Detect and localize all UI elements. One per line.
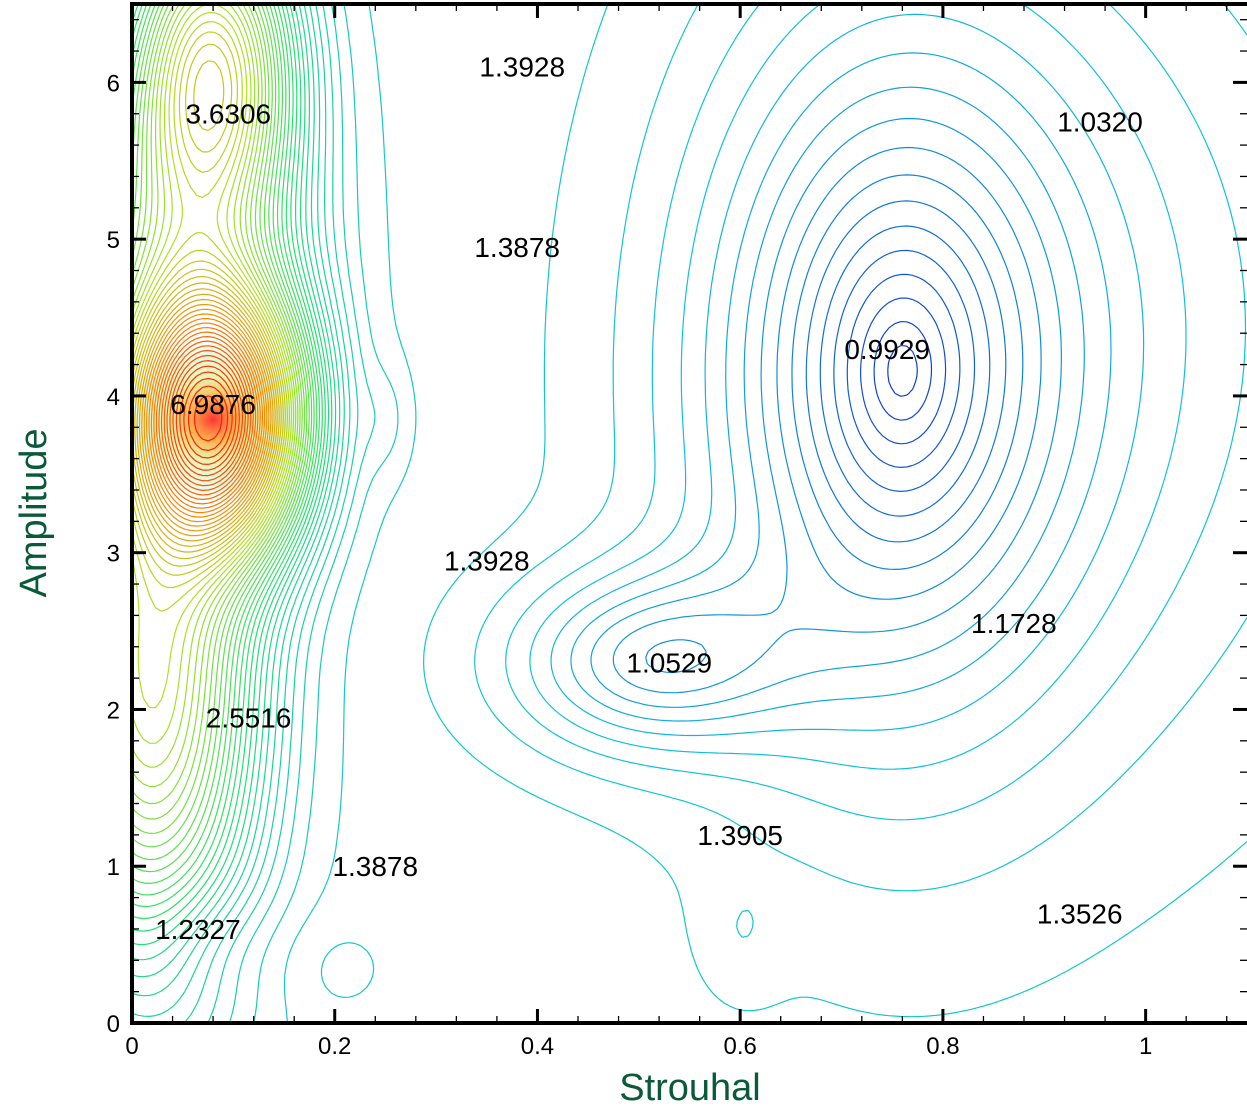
y-tick-label: 3 [107,541,120,568]
contour-level [148,318,266,518]
contour-value-label: 1.3878 [332,851,418,882]
contour-level [132,4,310,861]
contour-level [833,249,976,492]
contour-level [155,331,259,505]
contour-value-label: 1.0320 [1057,107,1143,138]
y-tick-label: 4 [107,384,120,411]
contour-level [169,354,246,482]
contour-level [320,4,1247,1018]
contour-level [188,385,229,451]
x-tick-label: 0 [125,1033,138,1060]
contour-value-label: 1.3928 [444,546,530,577]
contour-level [175,365,240,471]
contour-value-label: 1.1728 [971,608,1057,639]
contour-level [805,200,1007,543]
contour-value-label: 2.5516 [206,702,292,733]
contour-level [132,275,282,560]
contour-level [529,4,1187,770]
contour-level [132,4,306,834]
contour-level [183,377,233,459]
contour-level [132,4,323,920]
contour-level [172,360,244,477]
contour-level [132,4,326,932]
contour-level [570,52,1112,722]
contour-level [860,297,947,445]
contour-level [132,4,318,896]
x-tick-label: 0.8 [926,1033,959,1060]
contour-level [253,4,399,1023]
y-tick-label: 2 [107,697,120,724]
contour-level [846,273,961,468]
contour-value-label: 6.9876 [170,389,256,420]
contour-level [132,31,288,589]
contour-value-label: 1.3526 [1037,898,1123,929]
contour-value-label: 1.0529 [626,647,712,678]
contour-level [132,60,284,567]
contour-level [132,12,293,709]
contour-lines [132,4,1247,1023]
y-tick-label: 1 [107,854,120,881]
contour-level [166,349,249,487]
contour-value-label: 1.3905 [697,820,783,851]
contour-level [143,308,270,527]
contour-level [645,146,1042,674]
contour-level [194,395,223,442]
contour-level [132,4,330,946]
y-tick-label: 5 [107,227,120,254]
contour-level [163,345,252,491]
contour-level [132,4,341,997]
contour-value-label: 1.2327 [155,914,241,945]
contour-level [138,298,274,537]
contour-value-label: 3.6306 [185,99,271,130]
contour-level [132,43,286,576]
contour-level [228,4,376,1023]
contour-level [612,117,1062,694]
y-axis-title: Amplitude [13,429,55,598]
contour-level [132,4,301,805]
contour-value-label: 1.3878 [474,232,560,263]
contour-level [132,4,345,1017]
y-tick-label: 6 [107,70,120,97]
x-tick-label: 0.6 [723,1033,756,1060]
x-axis-title: Strouhal [619,1067,761,1109]
contour-level [550,13,1145,737]
plot-axes: 0 0.2 0.4 0.6 0.8 1 0 1 2 3 4 5 6 [107,2,1247,1060]
contour-level [132,4,337,978]
contour-level [132,4,295,744]
contour-level [887,344,918,397]
contour-level [132,21,290,612]
contour-level [132,4,313,873]
x-tick-label: 1 [1139,1033,1152,1060]
contour-level [179,371,237,465]
contour-level [141,303,272,532]
x-tick-label: 0.2 [318,1033,351,1060]
contour-level [132,4,320,908]
contour-level [132,4,333,961]
contour-level [873,321,933,421]
contour-value-label: 1.3928 [479,52,565,83]
contour-level [590,86,1085,708]
contour-level [132,4,299,788]
contour-level [283,4,417,1023]
contour-level [153,327,261,509]
contour-level [132,4,308,848]
contour-level [132,4,315,884]
contour-level [791,174,1024,570]
contour-value-labels: 1.3928 3.6306 1.0320 1.3878 0.9929 6.9876 1.39… [155,52,1143,945]
contour-level [132,4,303,820]
plot-frame [130,2,1247,1025]
contour-level [150,322,263,514]
contour-level [819,225,991,517]
contour-level [505,4,1247,821]
y-tick-label: 0 [107,1011,120,1038]
contour-level [134,288,278,547]
contour-level [160,340,254,496]
x-tick-label: 0.4 [521,1033,554,1060]
contour-level [474,4,1247,938]
contour-level [158,336,257,500]
contour-value-label: 0.9929 [844,334,930,365]
contour-level [146,313,268,523]
contour-level [132,4,297,768]
